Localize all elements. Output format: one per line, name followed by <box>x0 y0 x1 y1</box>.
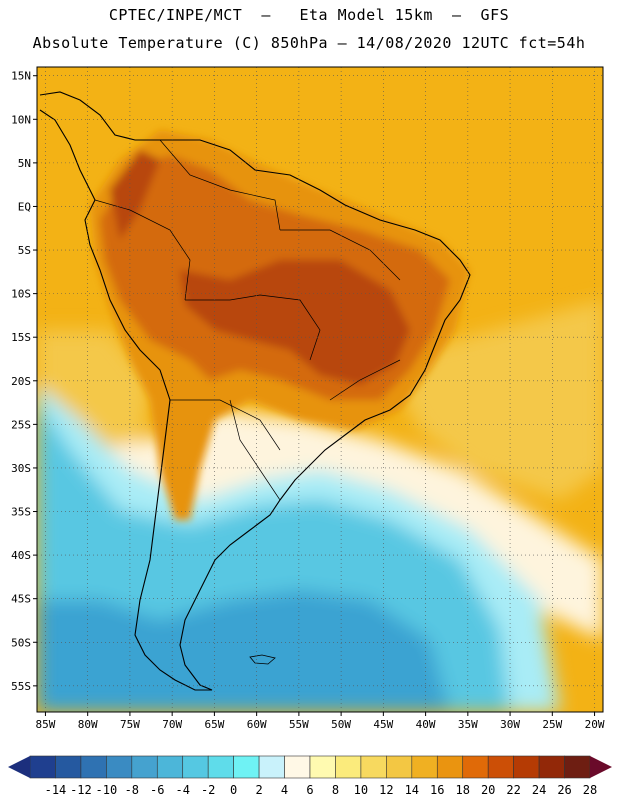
colorbar-boxes <box>29 755 591 779</box>
colorbar-label: 18 <box>456 783 470 797</box>
colorbar-box <box>309 755 336 779</box>
colorbar-label: -14 <box>45 783 67 797</box>
colorbar-box <box>411 755 438 779</box>
colorbar-box <box>487 755 514 779</box>
lon-label: 55W <box>289 718 309 731</box>
colorbar-label: 6 <box>306 783 313 797</box>
field-land-very-hot-andes <box>110 150 160 240</box>
map-frame <box>36 66 604 713</box>
colorbar-label: 26 <box>557 783 571 797</box>
colorbar-label: 0 <box>230 783 237 797</box>
colorbar-box <box>80 755 107 779</box>
colorbar-low-arrow <box>8 756 30 778</box>
colorbar-label: 4 <box>281 783 288 797</box>
colorbar-box <box>386 755 413 779</box>
lon-label: 35W <box>458 718 478 731</box>
title-line-2: Absolute Temperature (C) 850hPa – 14/08/… <box>32 34 586 52</box>
lat-label: 10S <box>11 288 31 301</box>
colorbar-label: -12 <box>70 783 92 797</box>
colorbar-box <box>538 755 565 779</box>
colorbar-label: 28 <box>583 783 597 797</box>
lon-label: 20W <box>585 718 605 731</box>
colorbar-label: -6 <box>150 783 164 797</box>
colorbar-box <box>233 755 260 779</box>
colorbar-label: 10 <box>354 783 368 797</box>
lon-label: 80W <box>78 718 98 731</box>
temperature-map: 15N 10N 5N EQ 5S 10S 15S 20S 25S 30S 35S 40S 45S 50S 5… <box>11 66 605 731</box>
lon-label: 25W <box>542 718 562 731</box>
colorbar-box <box>29 755 56 779</box>
lat-label: 15S <box>11 331 31 344</box>
colorbar-box <box>513 755 540 779</box>
colorbar-box <box>462 755 489 779</box>
falkland-islands <box>249 654 276 665</box>
longitude-labels: 85W 80W 75W 70W 65W 60W 55W 50W 45W 40W 35W 30W 25W 2… <box>36 718 605 731</box>
colorbar-box <box>360 755 387 779</box>
lat-label: 45S <box>11 593 31 606</box>
colorbar-labels: -14 -12 -10 -8 -6 -4 -2 0 2 4 6 8 10 12 14 16 18 20 22 24 26… <box>45 783 598 797</box>
lat-label: 15N <box>11 70 31 83</box>
lat-label: 55S <box>11 680 31 693</box>
lon-label: 50W <box>331 718 351 731</box>
lat-label: 20S <box>11 375 31 388</box>
field-land-very-hot <box>180 260 410 385</box>
colorbar-high-arrow <box>590 756 612 778</box>
lon-label: 65W <box>204 718 224 731</box>
colorbar-box <box>564 755 591 779</box>
lat-label: 5N <box>18 157 31 170</box>
lon-label: 75W <box>120 718 140 731</box>
colorbar-label: 24 <box>532 783 546 797</box>
colorbar-label: -10 <box>96 783 118 797</box>
temperature-field <box>37 67 603 712</box>
lon-label: 85W <box>36 718 56 731</box>
axis-ticks <box>33 75 596 716</box>
lon-label: 40W <box>416 718 436 731</box>
lon-label: 70W <box>162 718 182 731</box>
colorbar-label: 22 <box>506 783 520 797</box>
colorbar: -14 -12 -10 -8 -6 -4 -2 0 2 4 6 8 10 12 14 16 18 20 22 24 26… <box>8 755 612 797</box>
colorbar-box <box>106 755 133 779</box>
colorbar-box <box>156 755 184 779</box>
lon-label: 45W <box>373 718 393 731</box>
colorbar-label: 20 <box>481 783 495 797</box>
colorbar-box <box>207 755 234 779</box>
colorbar-label: 8 <box>332 783 339 797</box>
country-borders <box>94 139 401 501</box>
colorbar-box <box>436 755 464 779</box>
lat-label: 50S <box>11 636 31 649</box>
colorbar-box <box>182 755 209 779</box>
colorbar-label: 14 <box>405 783 419 797</box>
latitude-labels: 15N 10N 5N EQ 5S 10S 15S 20S 25S 30S 35S 40S 45S 50S 5… <box>11 70 31 693</box>
colorbar-label: 16 <box>430 783 444 797</box>
colorbar-label: 2 <box>255 783 262 797</box>
lat-label: 5S <box>18 244 31 257</box>
lat-label: 10N <box>11 113 31 126</box>
colorbar-label: -2 <box>201 783 215 797</box>
lon-label: 60W <box>247 718 267 731</box>
lat-label: 30S <box>11 462 31 475</box>
colorbar-label: -4 <box>176 783 190 797</box>
lat-label: EQ <box>18 200 31 213</box>
lat-label: 40S <box>11 549 31 562</box>
colorbar-label: -8 <box>125 783 139 797</box>
field-cool-deep <box>37 590 450 712</box>
colorbar-box <box>131 755 158 779</box>
title-line-1: CPTEC/INPE/MCT – Eta Model 15km – GFS <box>108 6 510 24</box>
coastline <box>39 91 471 691</box>
colorbar-box <box>55 755 82 779</box>
colorbar-box <box>284 755 311 779</box>
lon-label: 30W <box>500 718 520 731</box>
lat-label: 25S <box>11 418 31 431</box>
colorbar-label: 12 <box>379 783 393 797</box>
lat-label: 35S <box>11 506 31 519</box>
colorbar-box <box>258 755 285 779</box>
colorbar-box <box>335 755 362 779</box>
